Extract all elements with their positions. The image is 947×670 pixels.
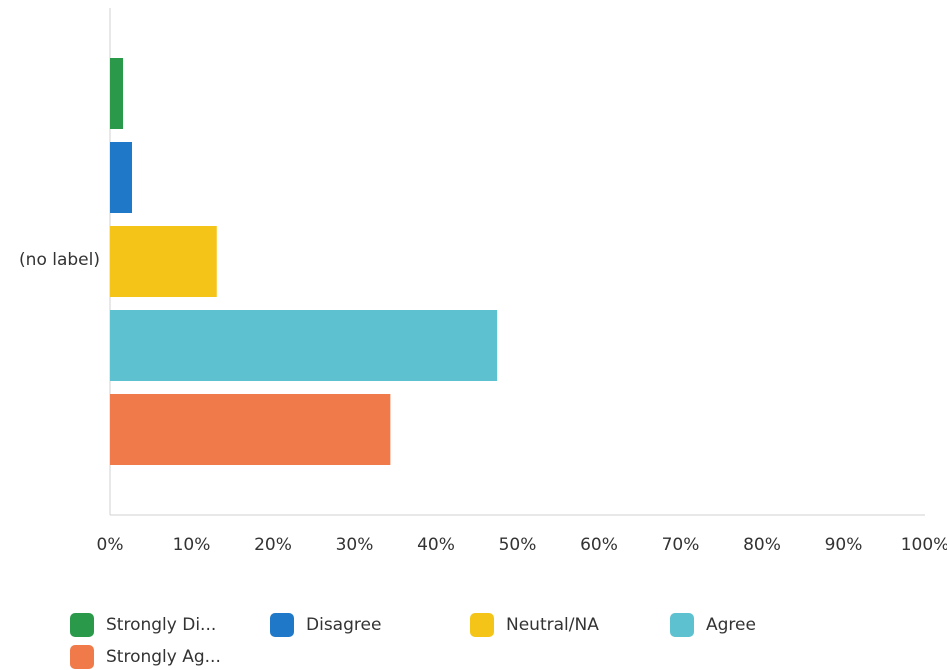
category-label: (no label) (19, 250, 100, 270)
x-tick-labels: 0% 10% 20% 30% 40% 50% 60% 70% 80% 90% 100% (97, 535, 947, 555)
bar-disagree[interactable] (110, 142, 133, 213)
legend-label: Neutral/NA (506, 615, 599, 635)
legend-label: Agree (706, 615, 756, 635)
x-tick-label: 90% (825, 535, 863, 555)
bar-agree[interactable] (110, 310, 498, 381)
x-tick-label: 80% (743, 535, 781, 555)
bar-chart: (no label) 0% 10% 20% 30% 40% 50% 60% 70% 80% 90%… (19, 8, 947, 555)
x-tick-label: 30% (336, 535, 374, 555)
x-tick-label: 20% (254, 535, 292, 555)
legend-item-strongly-disagree[interactable]: Strongly Di... (70, 612, 270, 638)
x-tick-label: 0% (97, 535, 124, 555)
legend-item-strongly-agree[interactable]: Strongly Ag... (70, 644, 270, 670)
legend-item-disagree[interactable]: Disagree (270, 612, 470, 638)
x-tick-label: 100% (901, 535, 947, 555)
legend-swatch (670, 613, 694, 637)
x-tick-label: 40% (417, 535, 455, 555)
legend-item-agree[interactable]: Agree (670, 612, 830, 638)
legend: Strongly Di... Disagree Neutral/NA Agree… (70, 612, 830, 670)
legend-item-neutral[interactable]: Neutral/NA (470, 612, 670, 638)
x-tick-label: 60% (580, 535, 618, 555)
x-tick-label: 70% (662, 535, 700, 555)
bar-neutral-na[interactable] (110, 226, 217, 297)
legend-label: Strongly Di... (106, 615, 217, 635)
bars-group (110, 58, 498, 465)
legend-label: Strongly Ag... (106, 647, 221, 667)
legend-label: Disagree (306, 615, 382, 635)
legend-swatch (70, 613, 94, 637)
legend-swatch (470, 613, 494, 637)
legend-swatch (270, 613, 294, 637)
bar-strongly-ag[interactable] (110, 394, 391, 465)
legend-swatch (70, 645, 94, 669)
x-tick-label: 10% (173, 535, 211, 555)
x-tick-label: 50% (499, 535, 537, 555)
bar-strongly-di[interactable] (110, 58, 124, 129)
